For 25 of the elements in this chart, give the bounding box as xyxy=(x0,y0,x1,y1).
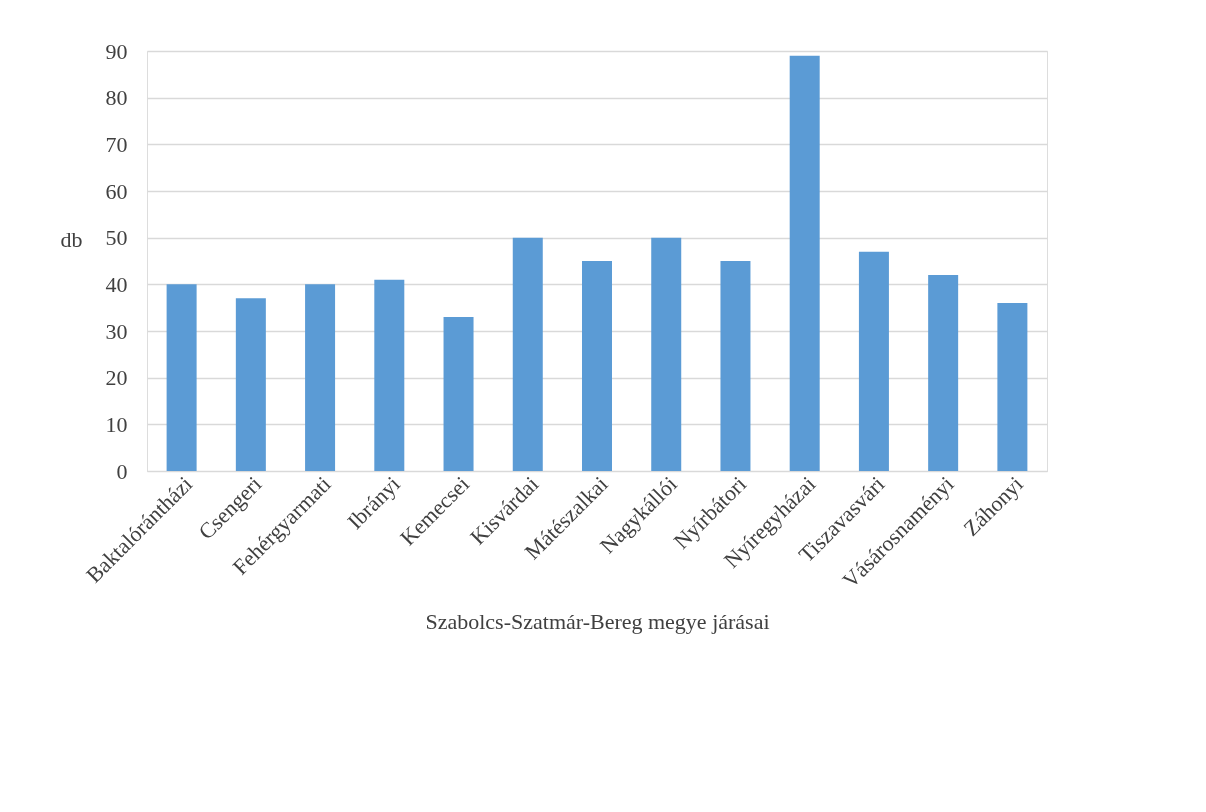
y-tick-label: 90 xyxy=(105,38,128,64)
bar xyxy=(582,261,612,471)
bar xyxy=(512,237,543,471)
bar xyxy=(651,237,682,471)
bar xyxy=(928,275,959,471)
y-tick-label: 70 xyxy=(105,131,128,157)
x-axis-title: Szabolcs-Szatmár-Bereg megye járásai xyxy=(425,609,770,635)
y-axis-title: db xyxy=(60,226,83,252)
y-tick-label: 80 xyxy=(105,85,128,111)
bar xyxy=(997,303,1028,471)
bar xyxy=(305,284,336,471)
bar xyxy=(166,284,197,471)
bar xyxy=(789,55,820,471)
y-tick-label: 0 xyxy=(116,458,128,484)
bar xyxy=(720,261,751,471)
bar xyxy=(374,279,405,471)
y-tick-label: 10 xyxy=(105,411,128,437)
bar xyxy=(858,251,889,471)
y-tick-label: 30 xyxy=(105,318,128,344)
y-tick-label: 20 xyxy=(105,365,128,391)
y-tick-label: 60 xyxy=(105,178,128,204)
bar xyxy=(235,298,266,471)
bar xyxy=(443,317,474,471)
y-tick-label: 50 xyxy=(105,225,128,251)
y-tick-label: 40 xyxy=(105,271,128,297)
